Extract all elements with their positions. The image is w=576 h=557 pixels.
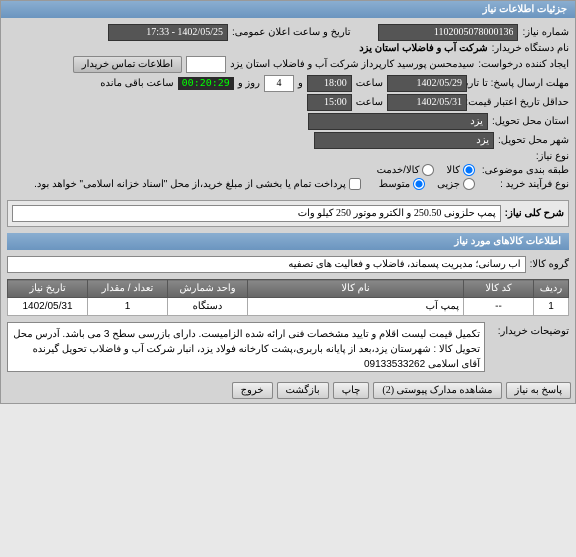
th-tarikh: تاریخ نیاز (8, 280, 88, 298)
ijad-input[interactable] (186, 56, 226, 73)
khorooj-button[interactable]: خروج (232, 382, 273, 399)
etebar-time-input[interactable] (307, 94, 352, 111)
mohlat-days-input[interactable] (264, 75, 294, 92)
khedmat-radio[interactable] (422, 164, 434, 176)
ostan-input[interactable] (308, 113, 488, 130)
tabaghe-label: طبقه بندی موضوعی: (479, 165, 569, 176)
shahr-label: شهر محل تحویل: (498, 135, 569, 146)
etelaat-tamas-button[interactable]: اطلاعات تماس خریدار (73, 56, 182, 73)
ostan-label: استان محل تحویل: (492, 116, 569, 127)
etelaat-kala-title: اطلاعات کالاهای مورد نیاز (7, 233, 569, 250)
footer-toolbar: پاسخ به نیاز مشاهده مدارک پیوستی (2) چاپ… (1, 378, 575, 403)
td-nam: پمپ آب (248, 298, 464, 316)
td-kod: -- (464, 298, 534, 316)
gorooh-input[interactable] (7, 256, 526, 273)
dastgah-label: نام دستگاه خریدار: (492, 43, 569, 54)
sharh-title: شرح کلی نیاز: (505, 208, 564, 219)
khedmat-radio-item[interactable]: کالا/خدمت (377, 164, 435, 176)
shomare-niaz-label: شماره نیاز: (522, 27, 569, 38)
tozih-textarea[interactable]: تکمیل قیمت لیست اقلام و تایید مشخصات فنی… (7, 322, 485, 372)
dastgah-value: شرکت آب و فاضلاب استان یزد (359, 43, 487, 54)
td-radif: 1 (534, 298, 569, 316)
pardakht-label: پرداخت تمام یا بخشی از مبلغ خرید،از محل … (34, 179, 346, 190)
jozee-radio-item[interactable]: جزیی (437, 178, 475, 190)
pardakht-checkbox[interactable] (349, 178, 361, 190)
pardakht-checkbox-item[interactable]: پرداخت تمام یا بخشی از مبلغ خرید،از محل … (34, 178, 361, 190)
timer-display: 00:20:29 (178, 77, 234, 90)
ijad-label: ایجاد کننده درخواست: (478, 59, 569, 70)
vaziat-label: نوع نیاز: (536, 151, 569, 162)
va-label: و (298, 78, 303, 89)
madarek-button[interactable]: مشاهده مدارک پیوستی (2) (373, 382, 501, 399)
td-tedad: 1 (88, 298, 168, 316)
td-tarikh: 1402/05/31 (8, 298, 88, 316)
shahr-input[interactable] (314, 132, 494, 149)
tabaghe-radio-group: کالا کالا/خدمت (377, 164, 475, 176)
mohlat-label: مهلت ارسال پاسخ: تا تاریخ: (471, 78, 569, 90)
tarikh-elan-label: تاریخ و ساعت اعلان عمومی: (232, 27, 351, 38)
etebar-date-input[interactable] (387, 94, 467, 111)
ijad-value: سیدمحسن پورسید کارپرداز شرکت آب و فاضلاب… (230, 59, 474, 70)
baghi-label: ساعت باقی مانده (100, 78, 173, 89)
chap-button[interactable]: چاپ (333, 382, 370, 399)
th-radif: ردیف (534, 280, 569, 298)
items-table: ردیف کد کالا نام کالا واحد شمارش تعداد /… (7, 279, 569, 316)
kharid-radio-group: جزیی متوسط (379, 178, 475, 190)
pasokh-button[interactable]: پاسخ به نیاز (506, 382, 572, 399)
etebar-label: حداقل تاریخ اعتبار قیمت: تا تاریخ: (471, 97, 569, 109)
shomare-niaz-input[interactable] (378, 24, 518, 41)
saat-label-1: ساعت (356, 78, 383, 89)
rooz-label: روز و (238, 78, 260, 89)
sharh-input[interactable] (12, 205, 501, 222)
th-tedad: تعداد / مقدار (88, 280, 168, 298)
mohlat-date-input[interactable] (387, 75, 467, 92)
bazgasht-button[interactable]: بازگشت (277, 382, 329, 399)
kharid-label: نوع فرآیند خرید : (479, 179, 569, 190)
main-panel: جزئیات اطلاعات نیاز شماره نیاز: تاریخ و … (0, 0, 576, 404)
panel-title: جزئیات اطلاعات نیاز (1, 1, 575, 18)
panel-body: شماره نیاز: تاریخ و ساعت اعلان عمومی: نا… (1, 18, 575, 378)
motavaset-radio-item[interactable]: متوسط (379, 178, 425, 190)
tozih-label: توضیحات خریدار: (489, 322, 569, 337)
table-row[interactable]: 1 -- پمپ آب دستگاه 1 1402/05/31 (8, 298, 569, 316)
kala-radio-label: کالا (446, 165, 460, 176)
jozee-radio[interactable] (463, 178, 475, 190)
table-header-row: ردیف کد کالا نام کالا واحد شمارش تعداد /… (8, 280, 569, 298)
td-vahed: دستگاه (168, 298, 248, 316)
saat-label-2: ساعت (356, 97, 383, 108)
khedmat-radio-label: کالا/خدمت (377, 165, 420, 176)
mohlat-time-input[interactable] (307, 75, 352, 92)
motavaset-radio[interactable] (413, 178, 425, 190)
tarikh-elan-input[interactable] (108, 24, 228, 41)
th-vahed: واحد شمارش (168, 280, 248, 298)
th-kod: کد کالا (464, 280, 534, 298)
kala-radio[interactable] (463, 164, 475, 176)
jozee-radio-label: جزیی (437, 179, 460, 190)
gorooh-label: گروه کالا: (530, 259, 569, 270)
motavaset-radio-label: متوسط (379, 179, 410, 190)
th-nam: نام کالا (248, 280, 464, 298)
kala-radio-item[interactable]: کالا (446, 164, 475, 176)
